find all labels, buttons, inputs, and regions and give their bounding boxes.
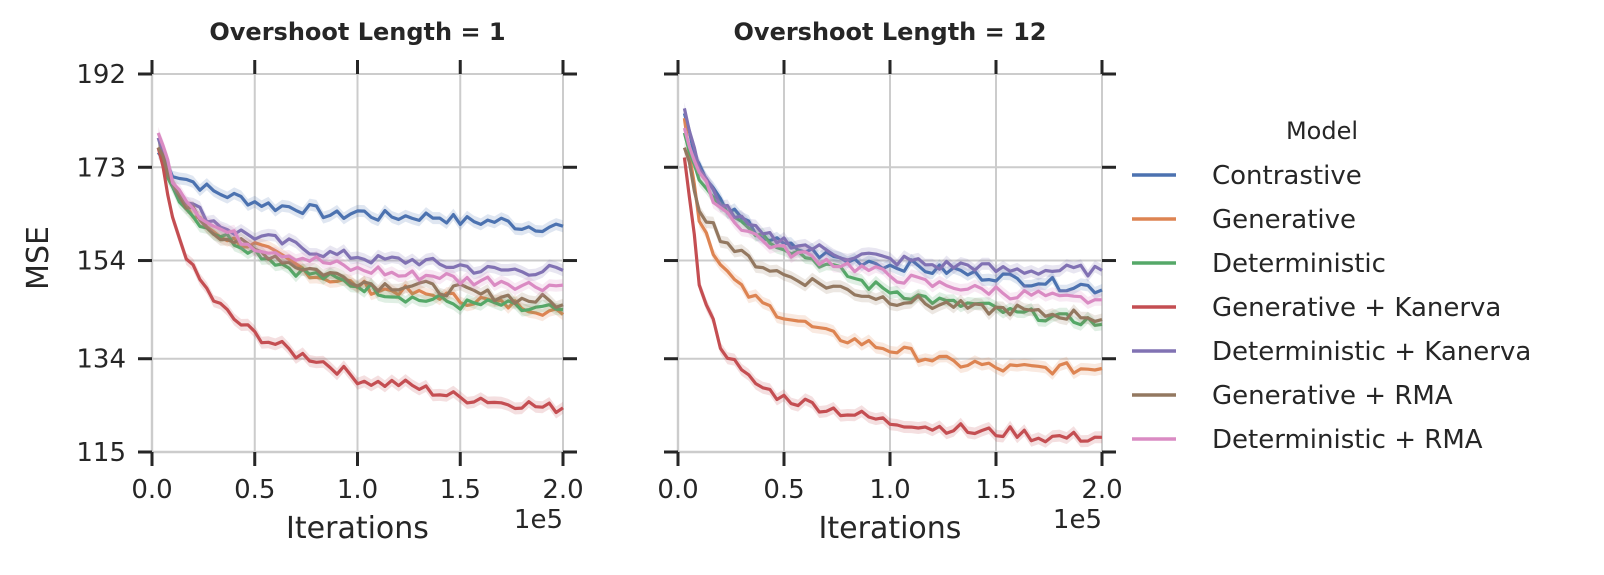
- legend-label: Deterministic + RMA: [1212, 425, 1483, 455]
- x-tick-label: 1.0: [337, 475, 378, 505]
- series-generative-kanerva: [682, 157, 1103, 444]
- x-tick-label: 2.0: [542, 475, 583, 505]
- x-tick-label: 0.5: [234, 475, 275, 505]
- series-deterministic-rma: [156, 132, 564, 293]
- series-generative-rma: [156, 146, 564, 309]
- legend-label: Generative + RMA: [1212, 381, 1453, 411]
- y-tick-label: 154: [76, 247, 126, 277]
- series-deterministic-kanerva: [682, 108, 1103, 278]
- y-tick-label: 134: [76, 345, 126, 375]
- series-contrastive: [682, 112, 1103, 295]
- x-tick-label: 2.0: [1081, 475, 1122, 505]
- x-axis-label: Iterations: [819, 511, 962, 546]
- x-offset-label: 1e5: [1053, 505, 1102, 535]
- legend: Model Contrastive Generative Deterministic…: [1132, 117, 1531, 455]
- panel-title: Overshoot Length = 1: [209, 18, 505, 46]
- x-axis-label: Iterations: [286, 511, 429, 546]
- band-deterministic-kanerva: [158, 131, 563, 282]
- series-contrastive: [156, 151, 564, 234]
- series-generative-rma: [682, 147, 1103, 323]
- panel-title: Overshoot Length = 12: [734, 18, 1047, 46]
- legend-label: Generative + Kanerva: [1212, 293, 1501, 323]
- series-generative-kanerva: [156, 147, 564, 415]
- series-generative: [682, 117, 1103, 376]
- series-deterministic-kanerva: [156, 137, 564, 277]
- series-deterministic-rma: [682, 127, 1103, 305]
- panel-1: 0.0 0.5 1.0 1.5 2.0 115 134 154 173 192 Iterations…: [76, 18, 583, 546]
- y-tick-label: 192: [76, 60, 126, 90]
- legend-label: Generative: [1212, 205, 1356, 235]
- x-tick-label: 1.5: [440, 475, 481, 505]
- panel-2: 0.0 0.5 1.0 1.5 2.0 Iterations 1e5 Overshoot Le…: [657, 18, 1122, 546]
- band-generative-rma: [158, 141, 563, 314]
- y-tick-label: 115: [76, 438, 126, 468]
- band-generative: [684, 112, 1102, 380]
- y-tick-label: 173: [76, 153, 126, 183]
- band-generative-rma: [684, 141, 1102, 328]
- band-deterministic-rma: [158, 126, 563, 297]
- x-tick-label: 1.0: [869, 475, 910, 505]
- x-tick-label: 0.0: [657, 475, 698, 505]
- legend-label: Deterministic + Kanerva: [1212, 337, 1531, 367]
- band-deterministic: [684, 126, 1102, 332]
- x-tick-label: 1.5: [975, 475, 1016, 505]
- x-offset-label: 1e5: [514, 505, 563, 535]
- x-tick-label: 0.0: [131, 475, 172, 505]
- legend-label: Contrastive: [1212, 161, 1362, 191]
- y-axis-label: MSE: [21, 226, 56, 290]
- band-deterministic-rma: [684, 122, 1102, 309]
- legend-title: Model: [1286, 117, 1358, 145]
- legend-label: Deterministic: [1212, 249, 1386, 279]
- x-tick-label: 0.5: [763, 475, 804, 505]
